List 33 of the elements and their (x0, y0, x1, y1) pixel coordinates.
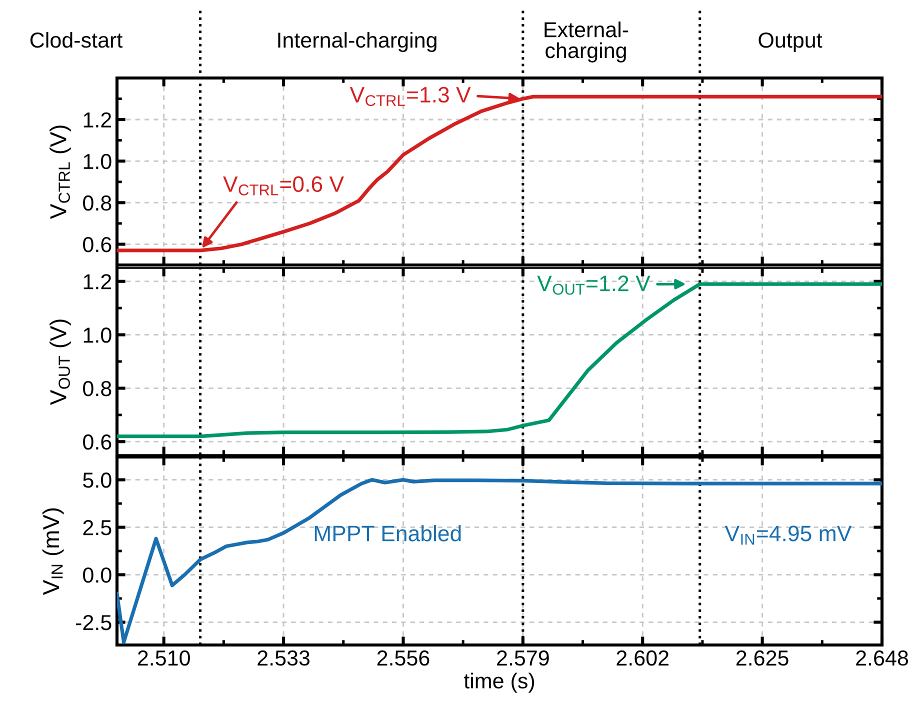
line-series (117, 478, 882, 644)
annotation: V$_{CTRL}$=0.6 V (223, 176, 344, 196)
text: Internal-charging (278, 32, 436, 52)
text: Output (758, 32, 822, 52)
x-tick-label: 2.602 (616, 650, 668, 666)
y-tick-label: 1.2 (84, 274, 112, 290)
x-tick-label: 2.625 (736, 650, 788, 666)
y-tick-label: 0.6 (83, 434, 112, 450)
y-tick-label: 1.2 (84, 112, 112, 128)
y-tick-label: 0.8 (83, 195, 112, 211)
annotation: MPPT Enabled (314, 525, 461, 542)
annotation: V$_{OUT}$=1.2 V (537, 276, 650, 295)
x-tick-label: 2.533 (258, 650, 310, 666)
x-tick-label: 2.556 (377, 650, 430, 666)
annotation: V$_{IN}$=4.95 mV (724, 526, 852, 545)
y-tick-label: 0.6 (83, 236, 112, 252)
y-tick-label: 0.8 (83, 380, 112, 396)
y-tick-label: -2.5 (76, 614, 112, 630)
y-tick-label: 5.0 (83, 472, 112, 488)
y-tick-label: 1.0 (84, 154, 112, 170)
x-tick-label: 2.510 (138, 650, 190, 666)
text: Clod-start (30, 32, 122, 48)
x-axis-title: time (s) (464, 672, 534, 693)
x-tick-label: 2.648 (856, 650, 908, 666)
x-tick-label: 2.579 (497, 650, 549, 666)
y-tick-label: 2.5 (83, 520, 112, 536)
y-axis-title: V$_{IN}$ (mV) (42, 508, 64, 596)
y-axis-title: V$_{OUT}$ (V) (50, 320, 71, 405)
y-tick-label: 1.0 (84, 328, 112, 343)
annotation: V$_{CTRL}$=1.3 V (350, 86, 471, 106)
y-axis-title: V$_{CTRL}$ (V) (50, 126, 71, 219)
y-tick-label: 0.0 (83, 568, 112, 583)
text: External- charging (544, 22, 628, 62)
